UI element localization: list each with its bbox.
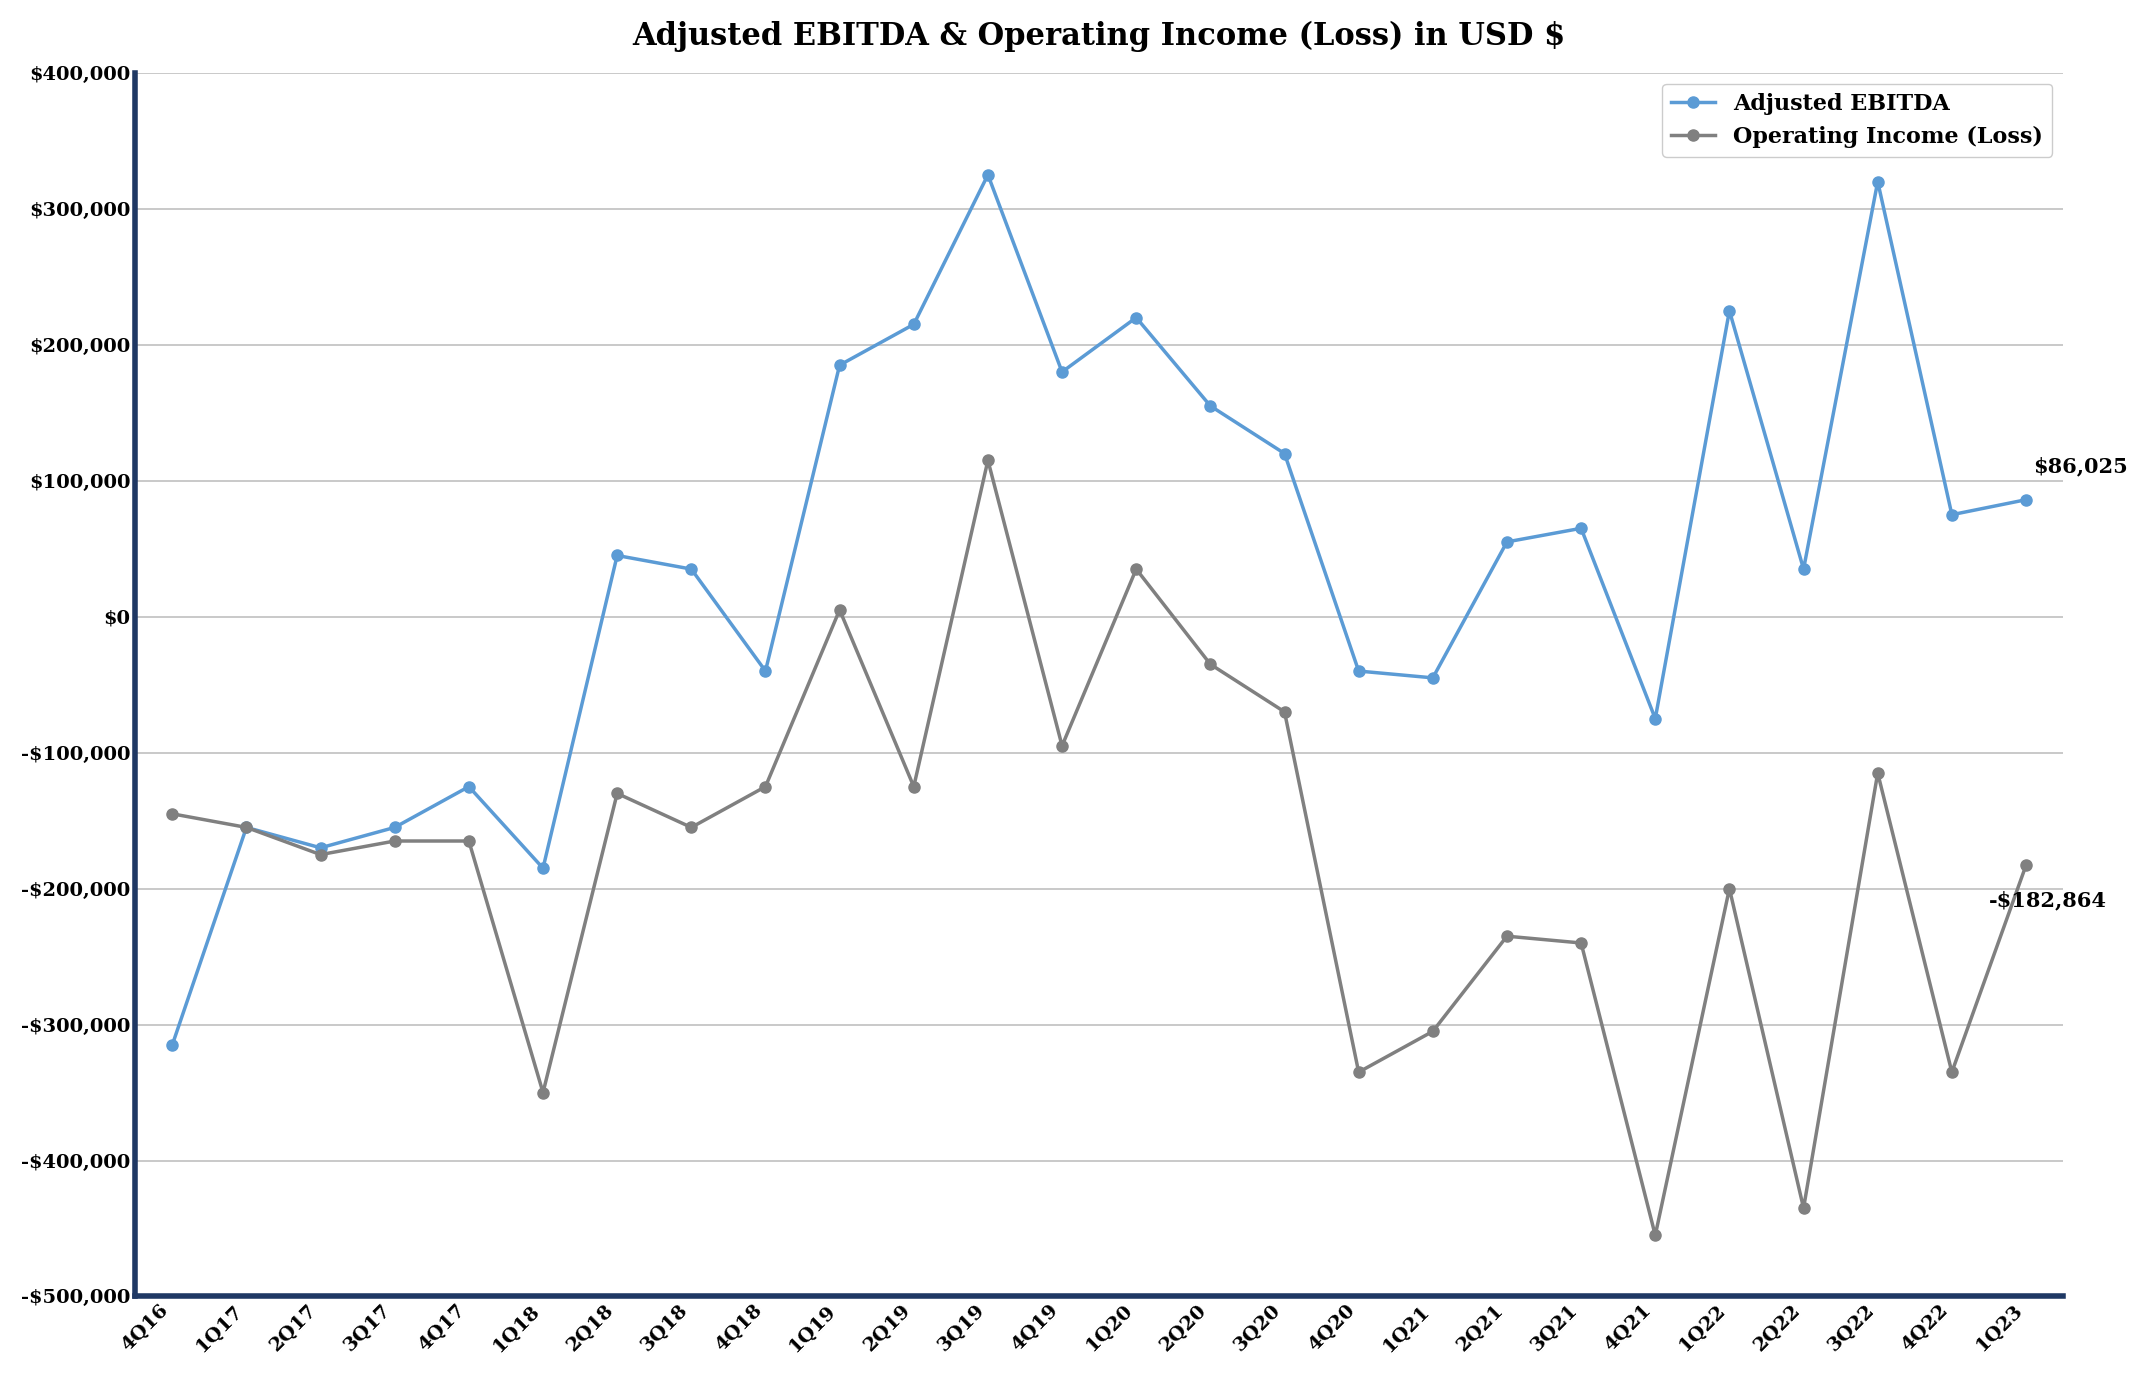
Operating Income (Loss) [605, 786, 631, 802]
Operating Income (Loss) [1419, 1024, 1445, 1040]
Operating Income (Loss) [1940, 1064, 1966, 1080]
Adjusted EBITDA [1272, 446, 1298, 462]
Adjusted EBITDA [975, 166, 1001, 183]
Operating Income (Loss) [233, 819, 258, 835]
Operating Income (Loss) [159, 805, 185, 821]
Operating Income (Loss) [530, 1084, 555, 1101]
Adjusted EBITDA [1716, 303, 1742, 319]
Operating Income (Loss) [1643, 1227, 1669, 1244]
Operating Income (Loss) [1791, 1200, 1817, 1216]
Adjusted EBITDA [1791, 561, 1817, 578]
Adjusted EBITDA [678, 561, 704, 578]
Operating Income (Loss) [1272, 703, 1298, 720]
Adjusted EBITDA [1643, 710, 1669, 727]
Adjusted EBITDA [2013, 491, 2039, 508]
Operating Income (Loss) [381, 832, 407, 849]
Adjusted EBITDA [1419, 670, 1445, 687]
Text: -$182,864: -$182,864 [1989, 890, 2108, 910]
Title: Adjusted EBITDA & Operating Income (Loss) in USD $: Adjusted EBITDA & Operating Income (Loss… [633, 21, 1565, 52]
Adjusted EBITDA [1124, 310, 1150, 326]
Adjusted EBITDA [1864, 173, 1890, 190]
Adjusted EBITDA [308, 839, 334, 856]
Operating Income (Loss) [1494, 927, 1520, 944]
Operating Income (Loss) [900, 779, 926, 795]
Line: Adjusted EBITDA: Adjusted EBITDA [166, 169, 2032, 1050]
Adjusted EBITDA [1049, 363, 1074, 380]
Operating Income (Loss) [1716, 881, 1742, 897]
Operating Income (Loss) [1197, 656, 1223, 673]
Adjusted EBITDA [1494, 534, 1520, 550]
Legend: Adjusted EBITDA, Operating Income (Loss): Adjusted EBITDA, Operating Income (Loss) [1662, 84, 2052, 157]
Operating Income (Loss) [975, 453, 1001, 469]
Adjusted EBITDA [456, 779, 482, 795]
Operating Income (Loss) [1346, 1064, 1371, 1080]
Operating Income (Loss) [456, 832, 482, 849]
Adjusted EBITDA [159, 1036, 185, 1053]
Operating Income (Loss) [827, 601, 853, 618]
Adjusted EBITDA [1346, 663, 1371, 680]
Adjusted EBITDA [381, 819, 407, 835]
Operating Income (Loss) [308, 846, 334, 863]
Adjusted EBITDA [754, 663, 779, 680]
Adjusted EBITDA [1940, 506, 1966, 523]
Operating Income (Loss) [2013, 857, 2039, 874]
Adjusted EBITDA [605, 548, 631, 564]
Text: $86,025: $86,025 [2032, 457, 2127, 476]
Line: Operating Income (Loss): Operating Income (Loss) [166, 454, 2032, 1241]
Operating Income (Loss) [1567, 934, 1593, 951]
Adjusted EBITDA [1567, 520, 1593, 537]
Adjusted EBITDA [1197, 398, 1223, 414]
Adjusted EBITDA [900, 316, 926, 333]
Adjusted EBITDA [530, 860, 555, 877]
Operating Income (Loss) [754, 779, 779, 795]
Adjusted EBITDA [827, 356, 853, 373]
Operating Income (Loss) [1864, 765, 1890, 782]
Operating Income (Loss) [1049, 738, 1074, 754]
Operating Income (Loss) [678, 819, 704, 835]
Operating Income (Loss) [1124, 561, 1150, 578]
Adjusted EBITDA [233, 819, 258, 835]
